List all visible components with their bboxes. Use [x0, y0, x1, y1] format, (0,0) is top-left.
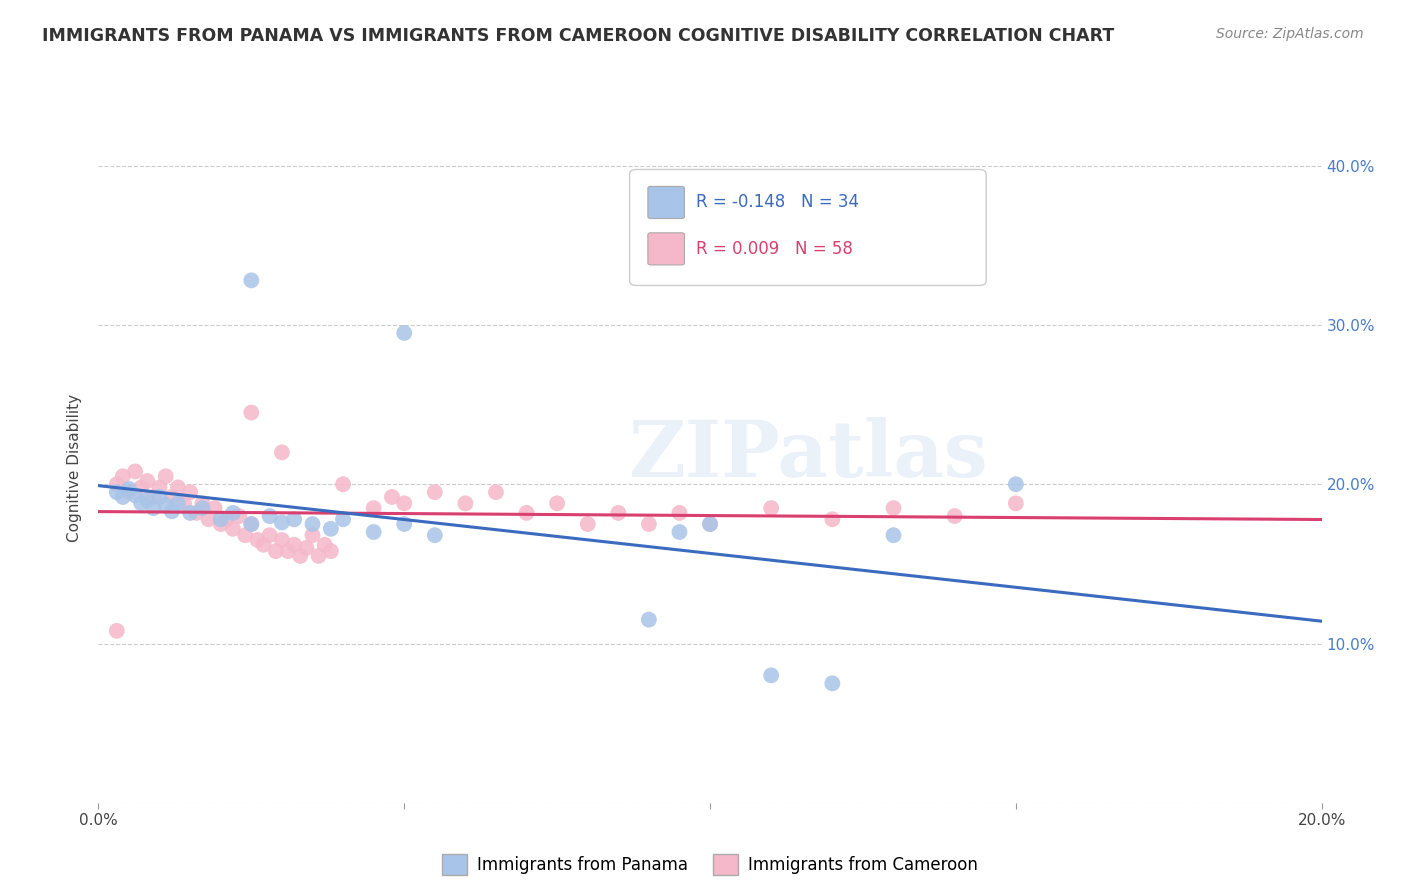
- Point: [332, 477, 354, 491]
- Point: [160, 490, 183, 504]
- Point: [308, 549, 330, 563]
- Text: Source: ZipAtlas.com: Source: ZipAtlas.com: [1216, 27, 1364, 41]
- Point: [240, 273, 263, 287]
- Point: [191, 496, 214, 510]
- Text: R = -0.148   N = 34: R = -0.148 N = 34: [696, 194, 859, 211]
- Point: [1004, 477, 1026, 491]
- Point: [222, 522, 245, 536]
- Point: [105, 624, 128, 638]
- Point: [204, 501, 226, 516]
- Point: [699, 517, 721, 532]
- Point: [381, 490, 404, 504]
- Point: [167, 480, 190, 494]
- Point: [228, 509, 250, 524]
- Point: [142, 501, 165, 516]
- Text: IMMIGRANTS FROM PANAMA VS IMMIGRANTS FROM CAMEROON COGNITIVE DISABILITY CORRELAT: IMMIGRANTS FROM PANAMA VS IMMIGRANTS FRO…: [42, 27, 1115, 45]
- Point: [167, 496, 190, 510]
- Point: [270, 533, 292, 547]
- Point: [179, 506, 201, 520]
- Point: [668, 506, 690, 520]
- Point: [118, 482, 141, 496]
- Point: [173, 496, 195, 510]
- Point: [392, 326, 416, 340]
- Point: [668, 524, 690, 539]
- Point: [283, 538, 305, 552]
- Point: [136, 474, 159, 488]
- Point: [270, 516, 292, 530]
- Point: [546, 496, 568, 510]
- Point: [149, 490, 172, 504]
- Point: [149, 480, 172, 494]
- Point: [160, 504, 183, 518]
- Point: [252, 538, 274, 552]
- Y-axis label: Cognitive Disability: Cognitive Disability: [67, 394, 83, 542]
- Point: [319, 544, 342, 558]
- Point: [105, 477, 128, 491]
- Point: [209, 517, 232, 532]
- Point: [191, 501, 214, 516]
- Point: [423, 528, 446, 542]
- Point: [1004, 496, 1026, 510]
- Point: [759, 501, 782, 516]
- Point: [129, 480, 152, 494]
- Point: [179, 485, 201, 500]
- Point: [332, 512, 354, 526]
- Point: [392, 496, 416, 510]
- Point: [454, 496, 477, 510]
- Point: [197, 512, 219, 526]
- Point: [759, 668, 782, 682]
- Point: [637, 613, 661, 627]
- Point: [240, 517, 263, 532]
- Point: [290, 549, 312, 563]
- Point: [637, 517, 661, 532]
- Point: [699, 517, 721, 532]
- Point: [240, 517, 263, 532]
- Point: [264, 544, 287, 558]
- Point: [295, 541, 318, 555]
- Point: [105, 485, 128, 500]
- Legend: Immigrants from Panama, Immigrants from Cameroon: Immigrants from Panama, Immigrants from …: [436, 847, 984, 881]
- Point: [363, 501, 385, 516]
- Point: [259, 528, 281, 542]
- Point: [821, 676, 844, 690]
- Point: [883, 501, 905, 516]
- Point: [277, 544, 299, 558]
- Point: [423, 485, 446, 500]
- Point: [155, 498, 177, 512]
- Point: [301, 517, 323, 532]
- Point: [314, 538, 336, 552]
- Point: [485, 485, 508, 500]
- Point: [283, 512, 305, 526]
- Point: [186, 506, 208, 520]
- Point: [209, 512, 232, 526]
- Text: ZIPatlas: ZIPatlas: [628, 417, 987, 493]
- Point: [246, 533, 269, 547]
- Point: [607, 506, 630, 520]
- Point: [319, 522, 342, 536]
- Point: [240, 406, 263, 420]
- Point: [142, 490, 165, 504]
- Point: [392, 517, 416, 532]
- Point: [821, 512, 844, 526]
- Point: [233, 528, 256, 542]
- Point: [301, 528, 323, 542]
- Point: [124, 488, 146, 502]
- Point: [259, 509, 281, 524]
- Point: [111, 490, 134, 504]
- Point: [136, 493, 159, 508]
- Point: [943, 509, 966, 524]
- Point: [118, 485, 141, 500]
- Point: [576, 517, 599, 532]
- Point: [111, 469, 134, 483]
- Point: [883, 528, 905, 542]
- Text: R = 0.009   N = 58: R = 0.009 N = 58: [696, 240, 852, 258]
- Point: [270, 445, 292, 459]
- Point: [222, 506, 245, 520]
- Point: [215, 512, 238, 526]
- Point: [124, 465, 146, 479]
- Point: [155, 469, 177, 483]
- Point: [129, 496, 152, 510]
- Point: [363, 524, 385, 539]
- Point: [516, 506, 538, 520]
